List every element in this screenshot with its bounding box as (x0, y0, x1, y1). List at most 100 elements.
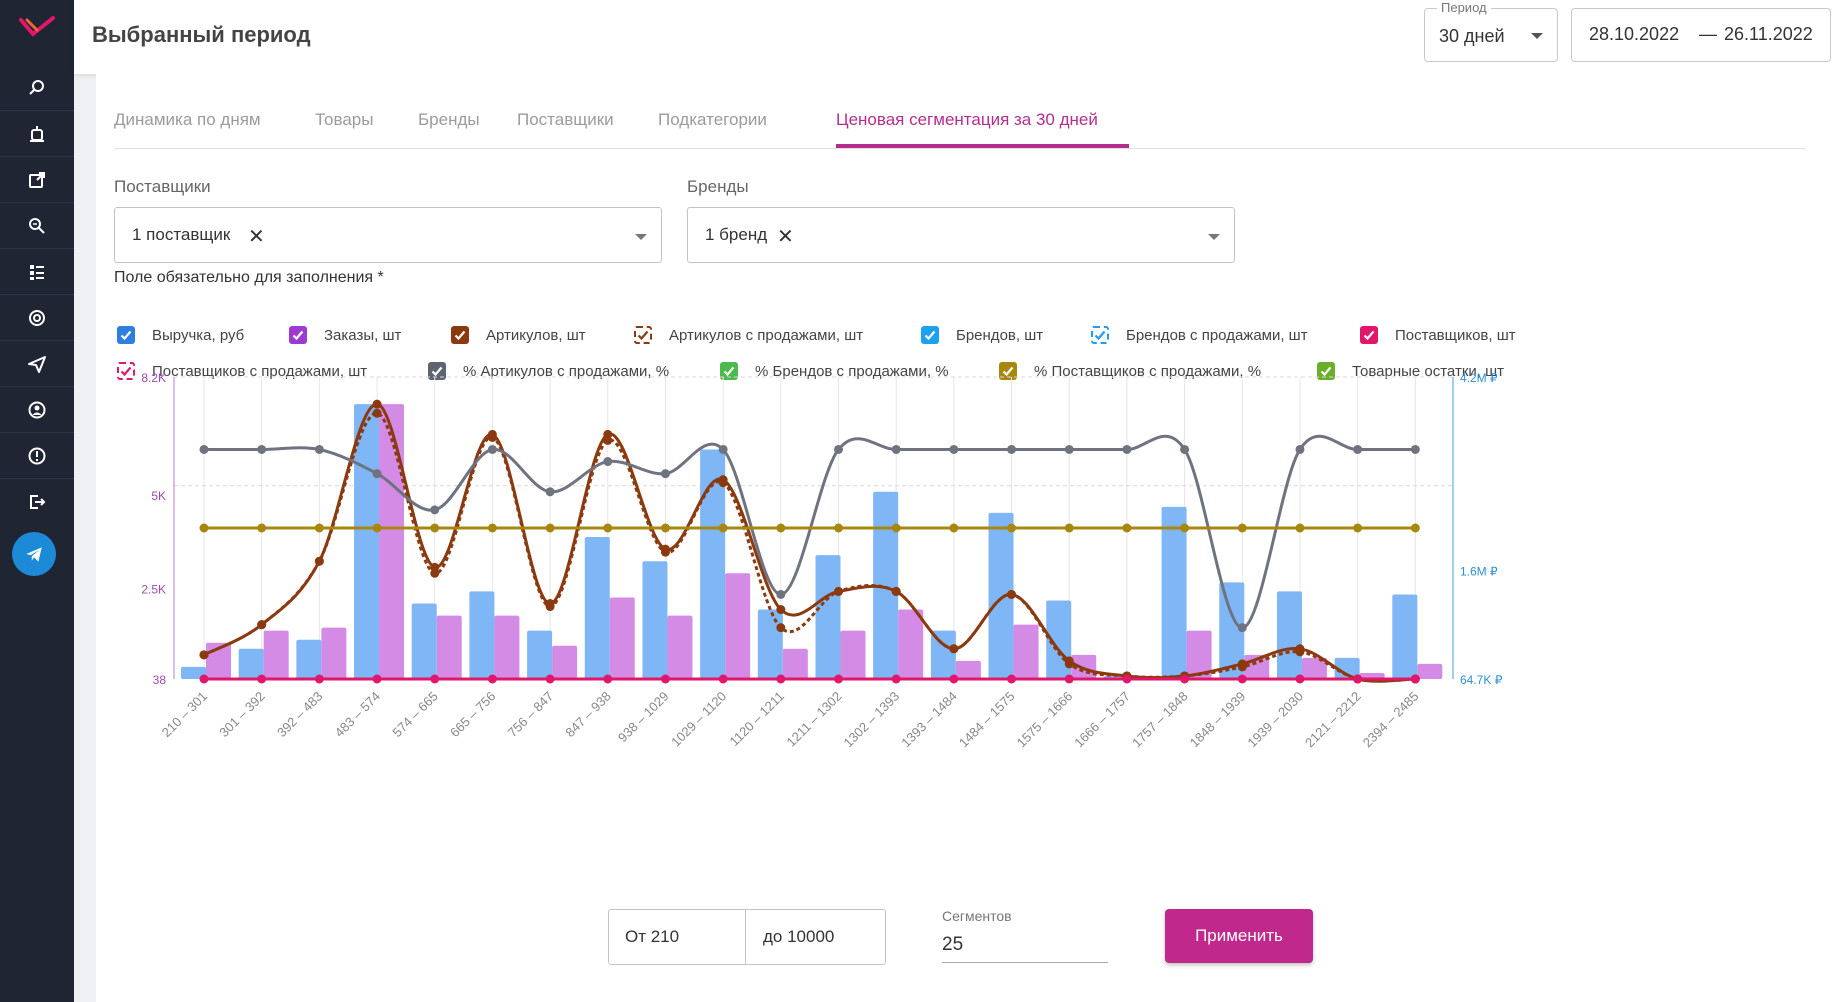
legend-brands-with-sales[interactable]: Брендов с продажами, шт (1091, 325, 1308, 345)
series-point (834, 444, 843, 454)
legend-brands[interactable]: Брендов, шт (921, 325, 1043, 345)
legend-suppliers[interactable]: Поставщиков, шт (1360, 325, 1516, 345)
right-tick-label: 64.7K ₽ (1460, 673, 1503, 687)
series-point (1064, 444, 1074, 454)
suppliers-value: 1 поставщик (132, 225, 231, 244)
series-point (1122, 674, 1132, 684)
series-point (1122, 444, 1132, 454)
series-point (1007, 444, 1017, 454)
x-tick-label: 1302 – 1393 (841, 689, 903, 751)
series-point (314, 674, 324, 684)
alarm-icon[interactable] (0, 112, 74, 156)
range-divider (745, 910, 746, 964)
page-title: Выбранный период (92, 22, 311, 47)
series-point (545, 674, 555, 684)
active-tab-indicator (836, 144, 1129, 148)
logout-icon[interactable] (0, 480, 74, 524)
legend-articles-with-sales[interactable]: Артикулов с продажами, шт (634, 325, 863, 345)
bar (840, 630, 866, 679)
tab-price-segmentation[interactable]: Ценовая сегментация за 30 дней (836, 110, 1098, 129)
checkbox-icon (999, 362, 1017, 380)
bar (642, 561, 668, 679)
date-range-input[interactable]: 28.10.2022 — 26.11.2022 (1571, 8, 1831, 62)
checkbox-icon (921, 326, 939, 344)
tab-brands[interactable]: Бренды (418, 110, 480, 129)
logo-icon[interactable] (17, 12, 57, 42)
bar (1392, 594, 1418, 679)
legend-revenue[interactable]: Выручка, руб (117, 325, 244, 345)
series-point (891, 674, 901, 684)
x-tick-label: 1757 – 1848 (1129, 689, 1191, 751)
period-select[interactable]: Период 30 дней (1424, 0, 1558, 62)
legend-orders[interactable]: Заказы, шт (289, 325, 401, 345)
x-tick-label: 483 – 574 (332, 689, 384, 741)
series-point (1295, 674, 1305, 684)
tab-products[interactable]: Товары (315, 110, 374, 129)
suppliers-select[interactable]: 1 поставщик ✕ (114, 207, 662, 263)
series-point (1295, 523, 1305, 533)
telegram-icon[interactable] (12, 532, 56, 576)
series-point (1295, 444, 1305, 454)
x-tick-label: 1666 – 1757 (1071, 689, 1133, 751)
left-tick-label: 2.5K (141, 582, 166, 596)
external-link-icon[interactable] (0, 158, 74, 202)
price-range-input: От 210 до 10000 (608, 909, 886, 965)
checkbox-icon (117, 362, 135, 380)
chevron-down-icon (1208, 234, 1220, 240)
bar (527, 630, 553, 679)
tab-bar: Динамика по дням Товары Бренды Поставщик… (114, 110, 1806, 149)
series-point (199, 650, 209, 660)
brands-select[interactable]: 1 бренд ✕ (687, 207, 1235, 263)
clear-brands-icon[interactable]: ✕ (777, 226, 794, 248)
apply-button[interactable]: Применить (1165, 909, 1313, 963)
series-point (1064, 659, 1074, 669)
price-to-input[interactable]: до 10000 (763, 927, 835, 946)
bar (1161, 506, 1187, 679)
series-point (372, 674, 382, 684)
bar (873, 491, 899, 679)
tab-subcategories[interactable]: Подкатегории (658, 110, 767, 129)
series-point (1122, 523, 1132, 533)
list-icon[interactable] (0, 250, 74, 294)
checkbox-icon (289, 326, 307, 344)
segments-input[interactable]: 25 (942, 934, 1108, 963)
send-icon[interactable] (0, 342, 74, 386)
legend-articles[interactable]: Артикулов, шт (451, 325, 586, 345)
series-point (545, 523, 555, 533)
series-point (545, 487, 555, 497)
account-icon[interactable] (0, 388, 74, 432)
clear-suppliers-icon[interactable]: ✕ (248, 226, 265, 248)
search-list-icon[interactable] (0, 66, 74, 110)
series-point (1410, 523, 1420, 533)
x-tick-label: 847 – 938 (562, 689, 614, 741)
series-point (776, 605, 786, 615)
chrome-icon[interactable] (0, 296, 74, 340)
legend-pct-articles[interactable]: % Артикулов с продажами, % (428, 361, 669, 381)
checkbox-icon (451, 326, 469, 344)
series-point (430, 523, 440, 533)
legend-pct-suppliers[interactable]: % Поставщиков с продажами, % (999, 361, 1261, 381)
series-point (372, 469, 382, 479)
bar (757, 609, 783, 679)
legend-stock[interactable]: Товарные остатки, шт (1317, 361, 1504, 381)
x-tick-label: 1393 – 1484 (898, 689, 960, 751)
tab-daily-dynamics[interactable]: Динамика по дням (114, 110, 261, 129)
series-point (891, 586, 901, 596)
bar (988, 512, 1014, 679)
bar (296, 639, 322, 679)
bar (1276, 591, 1302, 679)
tab-suppliers[interactable]: Поставщики (517, 110, 614, 129)
series-point (199, 523, 209, 533)
legend-pct-brands[interactable]: % Брендов с продажами, % (720, 361, 949, 381)
info-icon[interactable] (0, 434, 74, 478)
price-from-input[interactable]: От 210 (625, 927, 680, 946)
zoom-icon[interactable] (0, 204, 74, 248)
bar (700, 449, 726, 679)
bar (1186, 630, 1212, 679)
bar (321, 627, 347, 679)
series-point (776, 523, 786, 533)
legend-suppliers-with-sales[interactable]: Поставщиков с продажами, шт (117, 361, 367, 381)
checkbox-icon (634, 326, 652, 344)
series-point (949, 444, 959, 454)
series-point (257, 674, 267, 684)
